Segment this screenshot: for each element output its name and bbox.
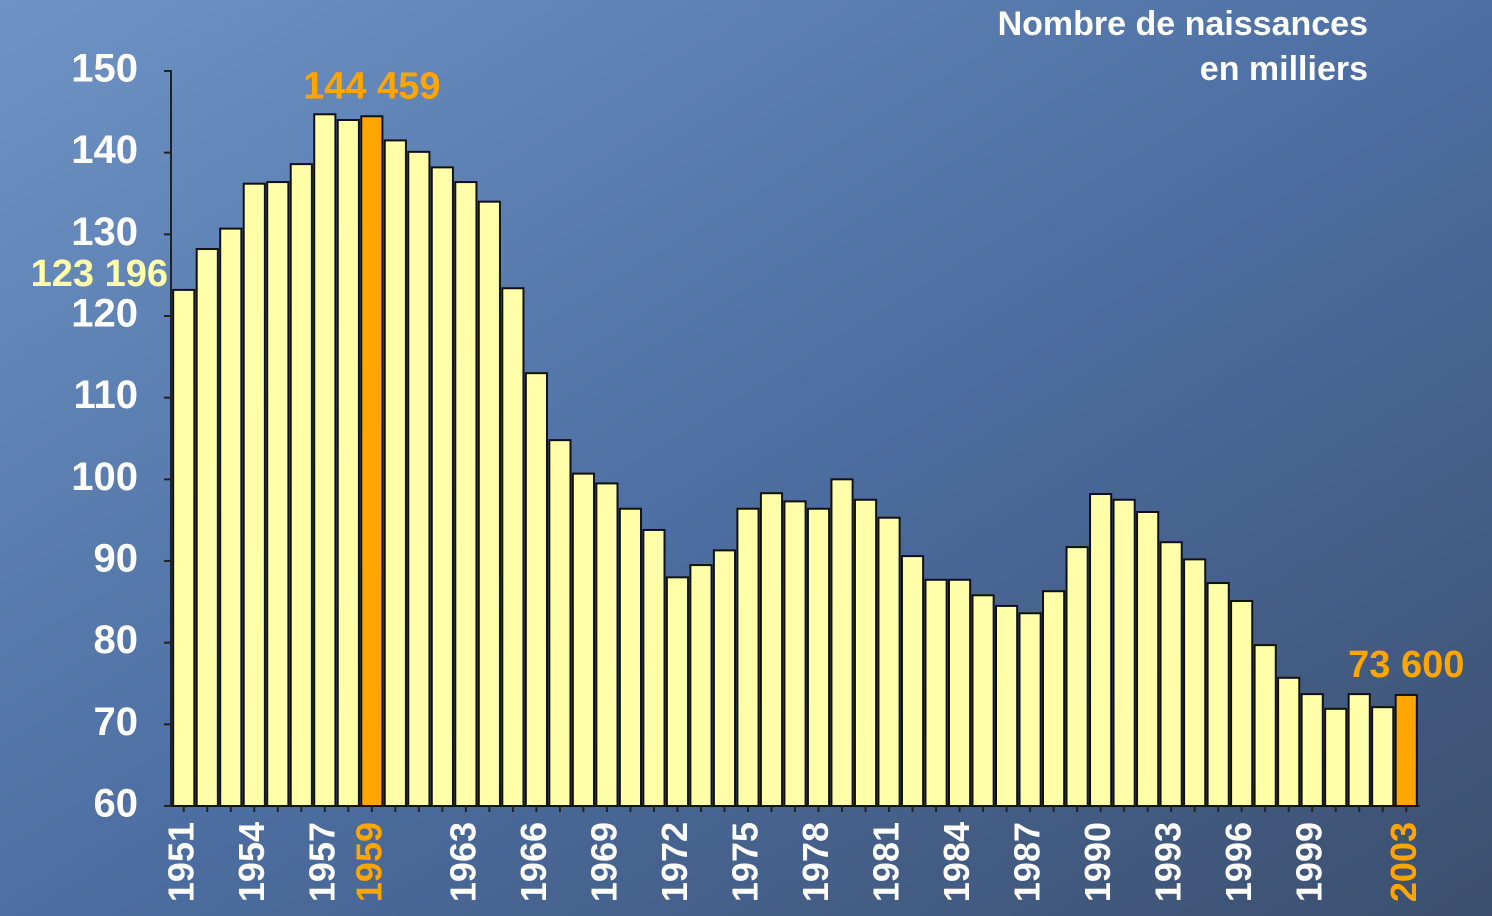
x-tick-label: 1963 — [442, 822, 483, 902]
bar — [573, 474, 594, 806]
x-tick-label: 1999 — [1289, 822, 1330, 902]
x-tick-label: 1954 — [231, 822, 272, 902]
x-tick-label: 1969 — [583, 822, 624, 902]
bar — [1137, 512, 1158, 806]
bar — [620, 509, 641, 806]
bar — [714, 550, 735, 806]
chart: Nombre de naissances en milliers 60 70 80 9… — [0, 0, 1492, 916]
bar — [220, 229, 241, 806]
bar — [1208, 583, 1229, 806]
bar — [1349, 694, 1370, 806]
bar — [408, 152, 429, 806]
bar — [432, 167, 453, 806]
x-tick-label: 1972 — [654, 822, 695, 902]
bar — [526, 373, 547, 806]
bar — [361, 116, 382, 806]
bar — [1043, 591, 1064, 806]
bar — [197, 249, 218, 806]
x-tick-label: 2003 — [1383, 822, 1424, 902]
x-tick-label: 1975 — [724, 822, 765, 902]
bar — [1067, 547, 1088, 806]
bar — [1372, 707, 1393, 806]
x-tick-label: 1959 — [348, 822, 389, 902]
bar — [949, 580, 970, 806]
bar — [291, 164, 312, 806]
bar — [338, 120, 359, 806]
bar — [737, 509, 758, 806]
y-tick-label: 90 — [94, 537, 139, 581]
y-tick-label: 140 — [71, 128, 138, 172]
bar — [314, 114, 335, 806]
bar — [502, 288, 523, 806]
bar — [972, 595, 993, 806]
x-tick-label: 1993 — [1148, 822, 1189, 902]
chart-title: Nombre de naissances — [998, 5, 1368, 43]
bar — [855, 500, 876, 806]
x-tick-label: 1966 — [513, 822, 554, 902]
x-tick-label: 1996 — [1218, 822, 1259, 902]
bar — [1325, 709, 1346, 806]
bar — [831, 479, 852, 806]
bar — [690, 565, 711, 806]
x-tick-label: 1957 — [301, 822, 342, 902]
bar — [1020, 613, 1041, 806]
bar — [1114, 500, 1135, 806]
y-tick-label: 130 — [71, 210, 138, 254]
bar — [761, 493, 782, 806]
bar — [878, 518, 899, 806]
x-tick-label: 1987 — [1007, 822, 1048, 902]
x-tick-label: 1978 — [795, 822, 836, 902]
y-tick-label: 100 — [71, 455, 138, 499]
bar — [267, 182, 288, 806]
bar — [643, 530, 664, 806]
bar — [1302, 694, 1323, 806]
x-tick-label: 1984 — [936, 822, 977, 902]
bar — [667, 577, 688, 806]
bar — [455, 182, 476, 806]
bar — [1090, 494, 1111, 806]
bar — [479, 202, 500, 806]
bar — [385, 140, 406, 806]
y-tick-label: 110 — [73, 373, 138, 417]
bar — [996, 606, 1017, 806]
y-tick-label: 120 — [71, 292, 138, 336]
bar — [1231, 601, 1252, 806]
bar — [1278, 678, 1299, 806]
bar — [808, 509, 829, 806]
value-label: 73 600 — [1348, 644, 1464, 686]
bar — [1161, 542, 1182, 806]
bar — [925, 580, 946, 806]
bar — [173, 290, 194, 806]
x-tick-label: 1951 — [160, 822, 201, 902]
bar — [1255, 645, 1276, 806]
value-label: 144 459 — [303, 65, 440, 107]
value-label: 123 196 — [31, 253, 168, 295]
bar — [244, 184, 265, 806]
bar — [1396, 695, 1417, 806]
x-tick-label: 1981 — [866, 822, 907, 902]
y-tick-label: 60 — [94, 782, 139, 826]
bar — [784, 501, 805, 806]
bar — [549, 440, 570, 806]
bar — [1184, 559, 1205, 806]
y-tick-label: 80 — [94, 618, 139, 662]
y-tick-label: 150 — [71, 47, 138, 91]
bar — [902, 556, 923, 806]
x-tick-label: 1990 — [1077, 822, 1118, 902]
y-tick-label: 70 — [94, 700, 139, 744]
chart-subtitle: en milliers — [1200, 50, 1368, 88]
page: Nombre de naissances en milliers 60 70 80 9… — [0, 0, 1492, 916]
bar — [596, 483, 617, 806]
